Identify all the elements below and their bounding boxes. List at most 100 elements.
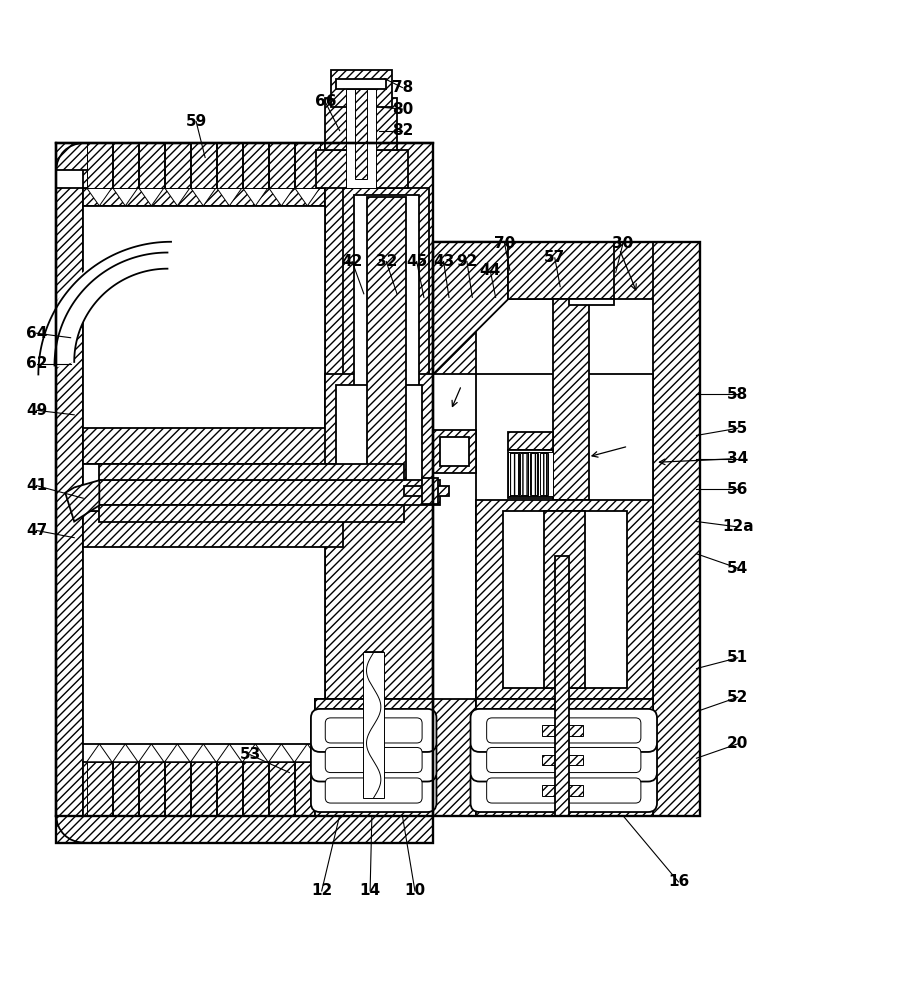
FancyBboxPatch shape	[311, 709, 436, 752]
Polygon shape	[113, 188, 138, 206]
Bar	[422, 478, 438, 504]
Bar	[433, 242, 700, 816]
FancyBboxPatch shape	[471, 769, 657, 812]
Bar	[314, 699, 433, 719]
Bar	[269, 143, 294, 188]
Text: 80: 80	[392, 102, 413, 117]
Bar	[330, 70, 392, 107]
Bar	[242, 762, 268, 816]
Bar	[84, 206, 325, 744]
Text: 62: 62	[26, 356, 48, 371]
Bar	[295, 762, 320, 816]
Bar	[84, 428, 343, 464]
Bar	[57, 143, 433, 170]
Bar	[269, 762, 294, 816]
Bar	[216, 143, 242, 188]
Bar	[100, 505, 404, 522]
Bar	[508, 450, 553, 498]
Bar	[553, 299, 589, 500]
Polygon shape	[139, 744, 163, 762]
Polygon shape	[216, 744, 242, 762]
Bar	[508, 242, 614, 299]
Text: 70: 70	[494, 236, 515, 251]
Bar	[654, 242, 700, 816]
Bar	[336, 82, 386, 98]
Text: 12a: 12a	[722, 519, 753, 534]
Text: 34: 34	[727, 451, 748, 466]
Polygon shape	[242, 744, 268, 762]
FancyBboxPatch shape	[325, 747, 422, 773]
Bar	[530, 453, 538, 495]
Text: 78: 78	[392, 80, 413, 95]
Bar	[325, 98, 397, 150]
Bar	[295, 143, 320, 188]
Bar	[476, 374, 654, 699]
Polygon shape	[295, 744, 320, 762]
Text: 66: 66	[314, 94, 336, 109]
Bar	[433, 430, 476, 473]
Polygon shape	[139, 188, 163, 206]
Text: 10: 10	[404, 883, 426, 898]
Text: 58: 58	[727, 387, 748, 402]
Text: 30: 30	[612, 236, 634, 251]
Polygon shape	[87, 188, 112, 206]
Bar	[404, 486, 449, 496]
Bar	[216, 762, 242, 816]
Text: 82: 82	[392, 123, 413, 138]
Bar	[476, 796, 654, 816]
Bar	[433, 242, 700, 816]
Polygon shape	[87, 744, 112, 762]
Polygon shape	[190, 744, 216, 762]
Polygon shape	[216, 188, 242, 206]
FancyBboxPatch shape	[325, 718, 422, 743]
Bar	[366, 654, 381, 794]
Text: 47: 47	[26, 523, 48, 538]
Bar	[476, 699, 654, 719]
Bar	[440, 437, 469, 466]
Bar	[84, 188, 325, 206]
Polygon shape	[164, 188, 189, 206]
Bar	[433, 242, 700, 299]
Text: 12: 12	[311, 883, 332, 898]
Text: 92: 92	[456, 254, 478, 269]
Bar	[433, 765, 700, 816]
Bar	[84, 511, 343, 547]
FancyBboxPatch shape	[487, 778, 641, 803]
FancyBboxPatch shape	[471, 709, 657, 752]
Text: 51: 51	[727, 650, 748, 665]
Text: 64: 64	[26, 326, 48, 341]
Bar	[336, 385, 422, 489]
Bar	[139, 762, 163, 816]
FancyBboxPatch shape	[487, 718, 641, 743]
Polygon shape	[269, 188, 294, 206]
Text: 54: 54	[727, 561, 748, 576]
Polygon shape	[433, 242, 508, 374]
Bar	[476, 699, 654, 816]
Bar	[542, 755, 584, 765]
Bar	[336, 79, 386, 89]
Polygon shape	[269, 744, 294, 762]
Text: 44: 44	[480, 263, 501, 278]
Bar	[355, 89, 367, 179]
Bar	[57, 143, 433, 843]
FancyBboxPatch shape	[311, 738, 436, 782]
Bar	[325, 143, 433, 816]
Polygon shape	[113, 744, 138, 762]
Text: 59: 59	[186, 114, 207, 129]
Bar	[84, 464, 343, 511]
Polygon shape	[164, 744, 189, 762]
Bar	[354, 195, 418, 491]
Bar	[508, 452, 553, 496]
Bar	[113, 143, 138, 188]
Bar	[316, 150, 408, 188]
Bar	[542, 785, 584, 796]
Bar	[510, 453, 518, 495]
Polygon shape	[190, 188, 216, 206]
Bar	[365, 652, 383, 796]
Text: 53: 53	[240, 747, 260, 762]
Bar	[433, 299, 476, 374]
Text: 57: 57	[544, 250, 566, 265]
Bar	[314, 699, 433, 816]
Bar	[57, 188, 84, 816]
Bar	[520, 453, 528, 495]
